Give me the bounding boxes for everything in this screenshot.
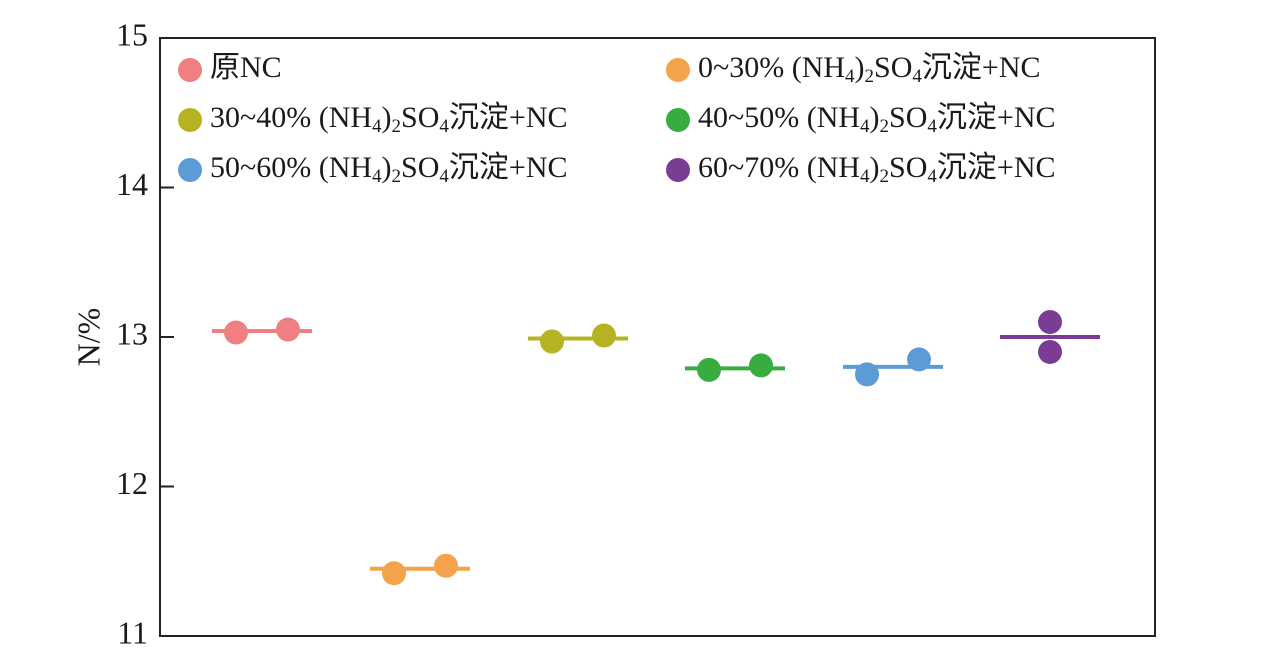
legend-marker: [178, 58, 202, 82]
legend-label-subscript: 4: [927, 116, 937, 137]
legend-label-part: ): [382, 151, 392, 184]
data-point: [749, 353, 773, 378]
legend-label-part: 60~70% (NH: [698, 151, 860, 184]
data-point: [907, 347, 931, 372]
y-tick-label: 14: [116, 166, 148, 202]
legend-label-part: 0~30% (NH: [698, 51, 845, 84]
legend-label-part: 原NC: [210, 51, 282, 84]
legend-label-part: 沉淀+NC: [937, 101, 1056, 134]
legend-label-subscript: 4: [927, 166, 937, 187]
legend-label-subscript: 2: [880, 116, 890, 137]
data-point: [434, 553, 458, 578]
series-group: [843, 347, 943, 387]
legend-label-subscript: 2: [880, 166, 890, 187]
legend-item: 原NC: [178, 51, 282, 84]
legend-label-part: SO: [889, 151, 927, 184]
legend-label: 50~60% (NH4)2SO4沉淀+NC: [210, 151, 568, 187]
legend-label-subscript: 4: [372, 116, 382, 137]
legend-label-part: SO: [874, 51, 912, 84]
legend-label-part: 30~40% (NH: [210, 101, 372, 134]
legend-label-part: ): [870, 101, 880, 134]
y-tick-label: 15: [116, 16, 148, 52]
legend-label-subscript: 4: [439, 116, 449, 137]
y-axis-label: N/%: [70, 308, 106, 367]
legend-label-part: ): [855, 51, 865, 84]
y-tick-label: 13: [116, 315, 148, 351]
legend-marker: [178, 158, 202, 182]
legend-label: 0~30% (NH4)2SO4沉淀+NC: [698, 51, 1041, 87]
data-point: [540, 329, 564, 354]
data-point: [697, 357, 721, 382]
legend-label: 60~70% (NH4)2SO4沉淀+NC: [698, 151, 1056, 187]
legend-label-part: 40~50% (NH: [698, 101, 860, 134]
legend-label-subscript: 4: [845, 66, 855, 87]
legend-label-part: 沉淀+NC: [449, 101, 568, 134]
legend-item: 30~40% (NH4)2SO4沉淀+NC: [178, 101, 568, 137]
data-point: [855, 362, 879, 387]
legend-label-subscript: 4: [860, 116, 870, 137]
series-group: [528, 323, 628, 354]
legend-label-part: ): [870, 151, 880, 184]
legend-item: 60~70% (NH4)2SO4沉淀+NC: [666, 151, 1056, 187]
series-layer: [212, 310, 1100, 586]
legend-item: 0~30% (NH4)2SO4沉淀+NC: [666, 51, 1041, 87]
data-point: [1038, 339, 1062, 364]
legend-label-part: 50~60% (NH: [210, 151, 372, 184]
y-axis: 11 12 13 14 15: [116, 16, 174, 650]
legend-marker: [666, 158, 690, 182]
series-group: [212, 317, 312, 345]
series-group: [370, 553, 470, 586]
data-point: [276, 317, 300, 342]
legend-label-part: 沉淀+NC: [922, 51, 1041, 84]
legend-marker: [666, 108, 690, 132]
legend-marker: [178, 108, 202, 132]
legend-item: 40~50% (NH4)2SO4沉淀+NC: [666, 101, 1056, 137]
series-group: [1000, 310, 1100, 364]
legend-label-part: SO: [889, 101, 927, 134]
legend-label-subscript: 2: [392, 166, 402, 187]
legend-label-part: SO: [401, 101, 439, 134]
legend-item: 50~60% (NH4)2SO4沉淀+NC: [178, 151, 568, 187]
legend-label: 原NC: [210, 51, 282, 84]
legend-label: 30~40% (NH4)2SO4沉淀+NC: [210, 101, 568, 137]
data-point: [382, 561, 406, 586]
y-tick-label: 12: [116, 465, 148, 501]
legend-label-part: ): [382, 101, 392, 134]
legend-label-subscript: 4: [372, 166, 382, 187]
series-group: [685, 353, 785, 382]
data-point: [592, 323, 616, 348]
y-tick-label: 11: [117, 614, 148, 650]
legend-label-subscript: 4: [860, 166, 870, 187]
legend-label-part: 沉淀+NC: [937, 151, 1056, 184]
legend-label-part: 沉淀+NC: [449, 151, 568, 184]
legend-label-subscript: 2: [865, 66, 875, 87]
legend-label-part: SO: [401, 151, 439, 184]
legend-marker: [666, 58, 690, 82]
legend-label-subscript: 2: [392, 116, 402, 137]
data-point: [1038, 310, 1062, 335]
legend-label-subscript: 4: [912, 66, 922, 87]
legend-label: 40~50% (NH4)2SO4沉淀+NC: [698, 101, 1056, 137]
data-point: [224, 320, 248, 345]
legend-label-subscript: 4: [439, 166, 449, 187]
